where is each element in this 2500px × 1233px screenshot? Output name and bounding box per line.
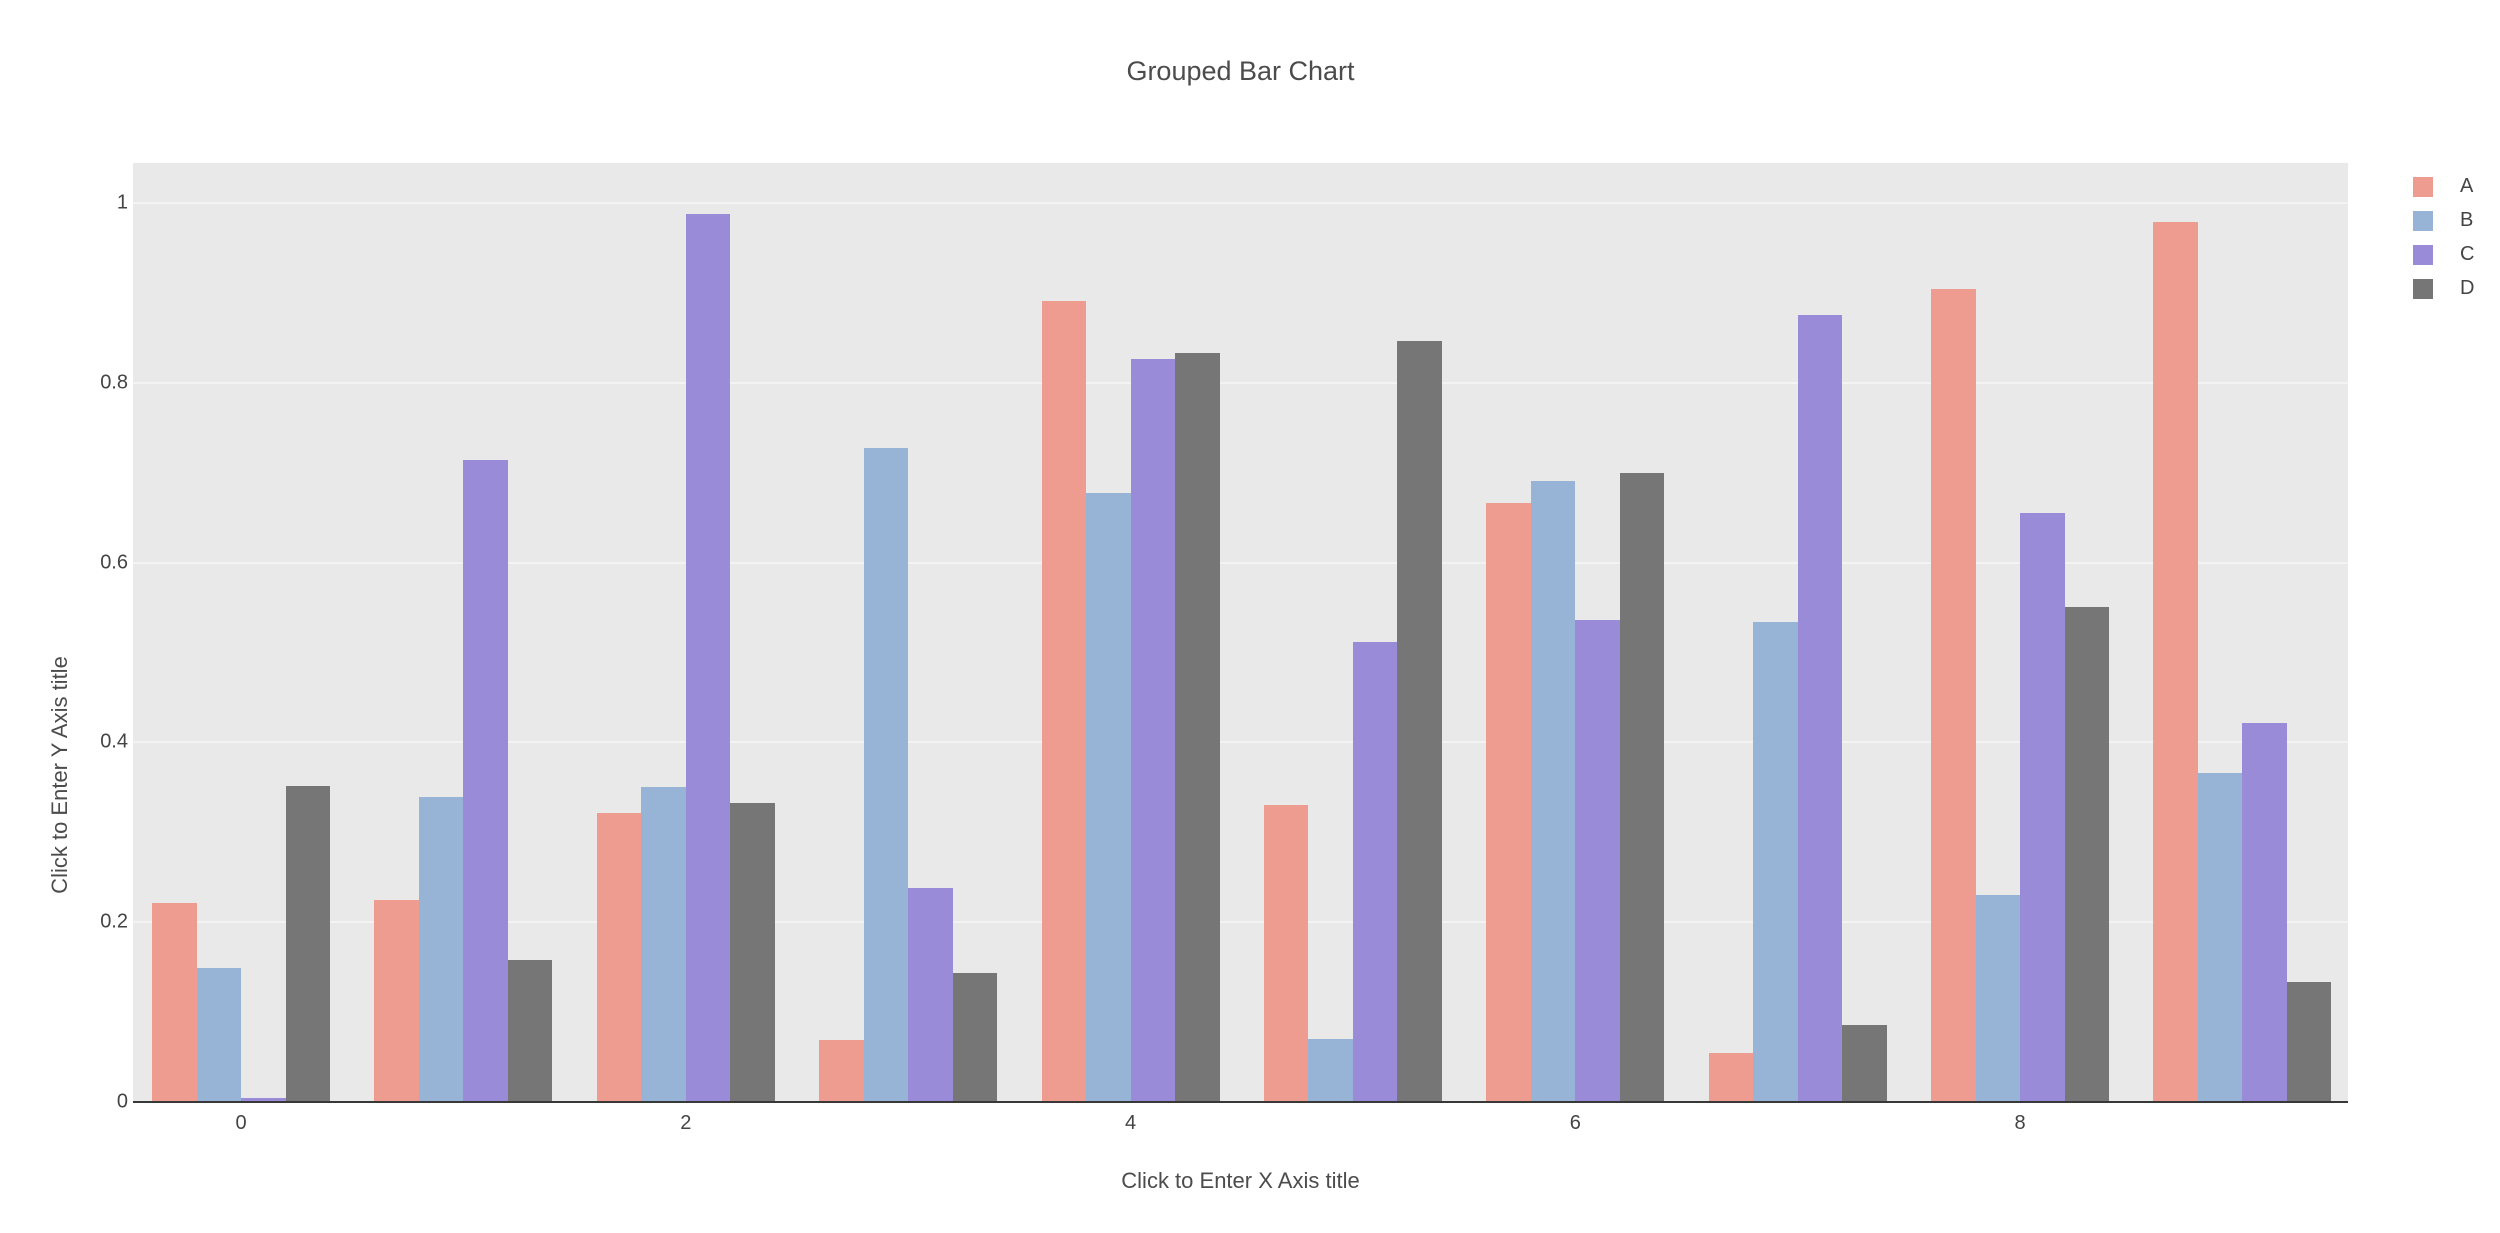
bar-B-7[interactable]	[1753, 621, 1798, 1102]
bar-A-1[interactable]	[374, 899, 419, 1102]
bar-A-2[interactable]	[596, 812, 642, 1102]
bar-B-4[interactable]	[1086, 493, 1131, 1102]
bar-C-0[interactable]	[241, 1097, 286, 1102]
bar-C-8[interactable]	[2020, 513, 2065, 1102]
bar-D-2[interactable]	[730, 802, 775, 1102]
x-tick-label: 2	[680, 1112, 692, 1134]
chart-title[interactable]: Grouped Bar Chart	[1126, 56, 1355, 86]
legend-item-A[interactable]: A	[2413, 175, 2474, 198]
bar-B-0[interactable]	[196, 968, 241, 1102]
legend-label: C	[2460, 243, 2475, 265]
bar-D-4[interactable]	[1175, 353, 1220, 1102]
bar-A-9[interactable]	[2153, 221, 2198, 1102]
x-tick-label: 4	[1124, 1112, 1137, 1134]
y-tick-label: 0.4	[100, 730, 128, 753]
bar-C-7[interactable]	[1797, 315, 1843, 1102]
legend-item-D[interactable]: D	[2413, 277, 2474, 300]
x-tick-label: 8	[2014, 1112, 2026, 1134]
bar-A-8[interactable]	[1931, 289, 1976, 1102]
x-tick-label: 6	[1569, 1112, 1581, 1134]
bar-C-5[interactable]	[1352, 641, 1398, 1102]
bar-A-6[interactable]	[1486, 503, 1531, 1102]
bar-C-1[interactable]	[463, 460, 508, 1102]
y-tick-label: 0.6	[100, 551, 128, 574]
bar-B-1[interactable]	[418, 797, 464, 1102]
bar-C-2[interactable]	[685, 213, 731, 1102]
gridline	[133, 561, 2348, 564]
bar-A-7[interactable]	[1708, 1052, 1754, 1102]
bar-B-2[interactable]	[641, 787, 686, 1102]
plot-area	[133, 163, 2348, 1103]
gridline	[133, 921, 2348, 924]
legend-label: B	[2460, 209, 2474, 231]
legend-swatch-C	[2413, 244, 2433, 265]
gridline	[133, 381, 2348, 384]
y-tick-label: 0.8	[100, 371, 128, 394]
bar-D-6[interactable]	[1619, 472, 1665, 1102]
bar-D-5[interactable]	[1397, 340, 1442, 1102]
bar-C-9[interactable]	[2242, 722, 2287, 1102]
bar-C-3[interactable]	[908, 888, 953, 1102]
bar-C-6[interactable]	[1575, 620, 1620, 1102]
bar-D-9[interactable]	[2286, 982, 2332, 1102]
y-axis-title[interactable]: Click to Enter Y Axis title	[47, 656, 72, 894]
bar-A-4[interactable]	[1041, 301, 1086, 1102]
legend-label: D	[2460, 277, 2475, 299]
legend-item-C[interactable]: C	[2413, 243, 2474, 266]
bar-C-4[interactable]	[1130, 358, 1175, 1102]
gridline	[133, 202, 2348, 204]
bar-A-5[interactable]	[1263, 805, 1309, 1102]
bar-B-5[interactable]	[1308, 1039, 1353, 1102]
y-tick-label: 1	[116, 191, 128, 214]
legend-swatch-B	[2413, 210, 2433, 231]
bar-D-7[interactable]	[1842, 1024, 1887, 1102]
legend-swatch-D	[2413, 278, 2433, 299]
bar-D-8[interactable]	[2064, 606, 2109, 1102]
legend-swatch-A	[2413, 176, 2433, 197]
y-tick-label: 0.2	[100, 910, 128, 933]
y-tick-label: 0	[116, 1090, 128, 1113]
x-tick-label: 0	[235, 1112, 247, 1134]
legend-item-B[interactable]: B	[2413, 209, 2474, 232]
bar-D-1[interactable]	[507, 959, 553, 1102]
bar-B-9[interactable]	[2197, 772, 2243, 1102]
x-axis-line	[133, 1101, 2348, 1103]
gridline	[133, 741, 2348, 744]
legend-label: A	[2460, 175, 2474, 197]
bar-B-6[interactable]	[1530, 480, 1576, 1102]
bar-D-0[interactable]	[285, 785, 330, 1102]
bar-A-3[interactable]	[819, 1039, 864, 1102]
bar-D-3[interactable]	[952, 973, 998, 1102]
x-axis-title[interactable]: Click to Enter X Axis title	[1121, 1168, 1360, 1193]
bar-B-3[interactable]	[863, 447, 909, 1102]
bar-A-0[interactable]	[152, 903, 197, 1102]
bar-B-8[interactable]	[1975, 895, 2020, 1102]
